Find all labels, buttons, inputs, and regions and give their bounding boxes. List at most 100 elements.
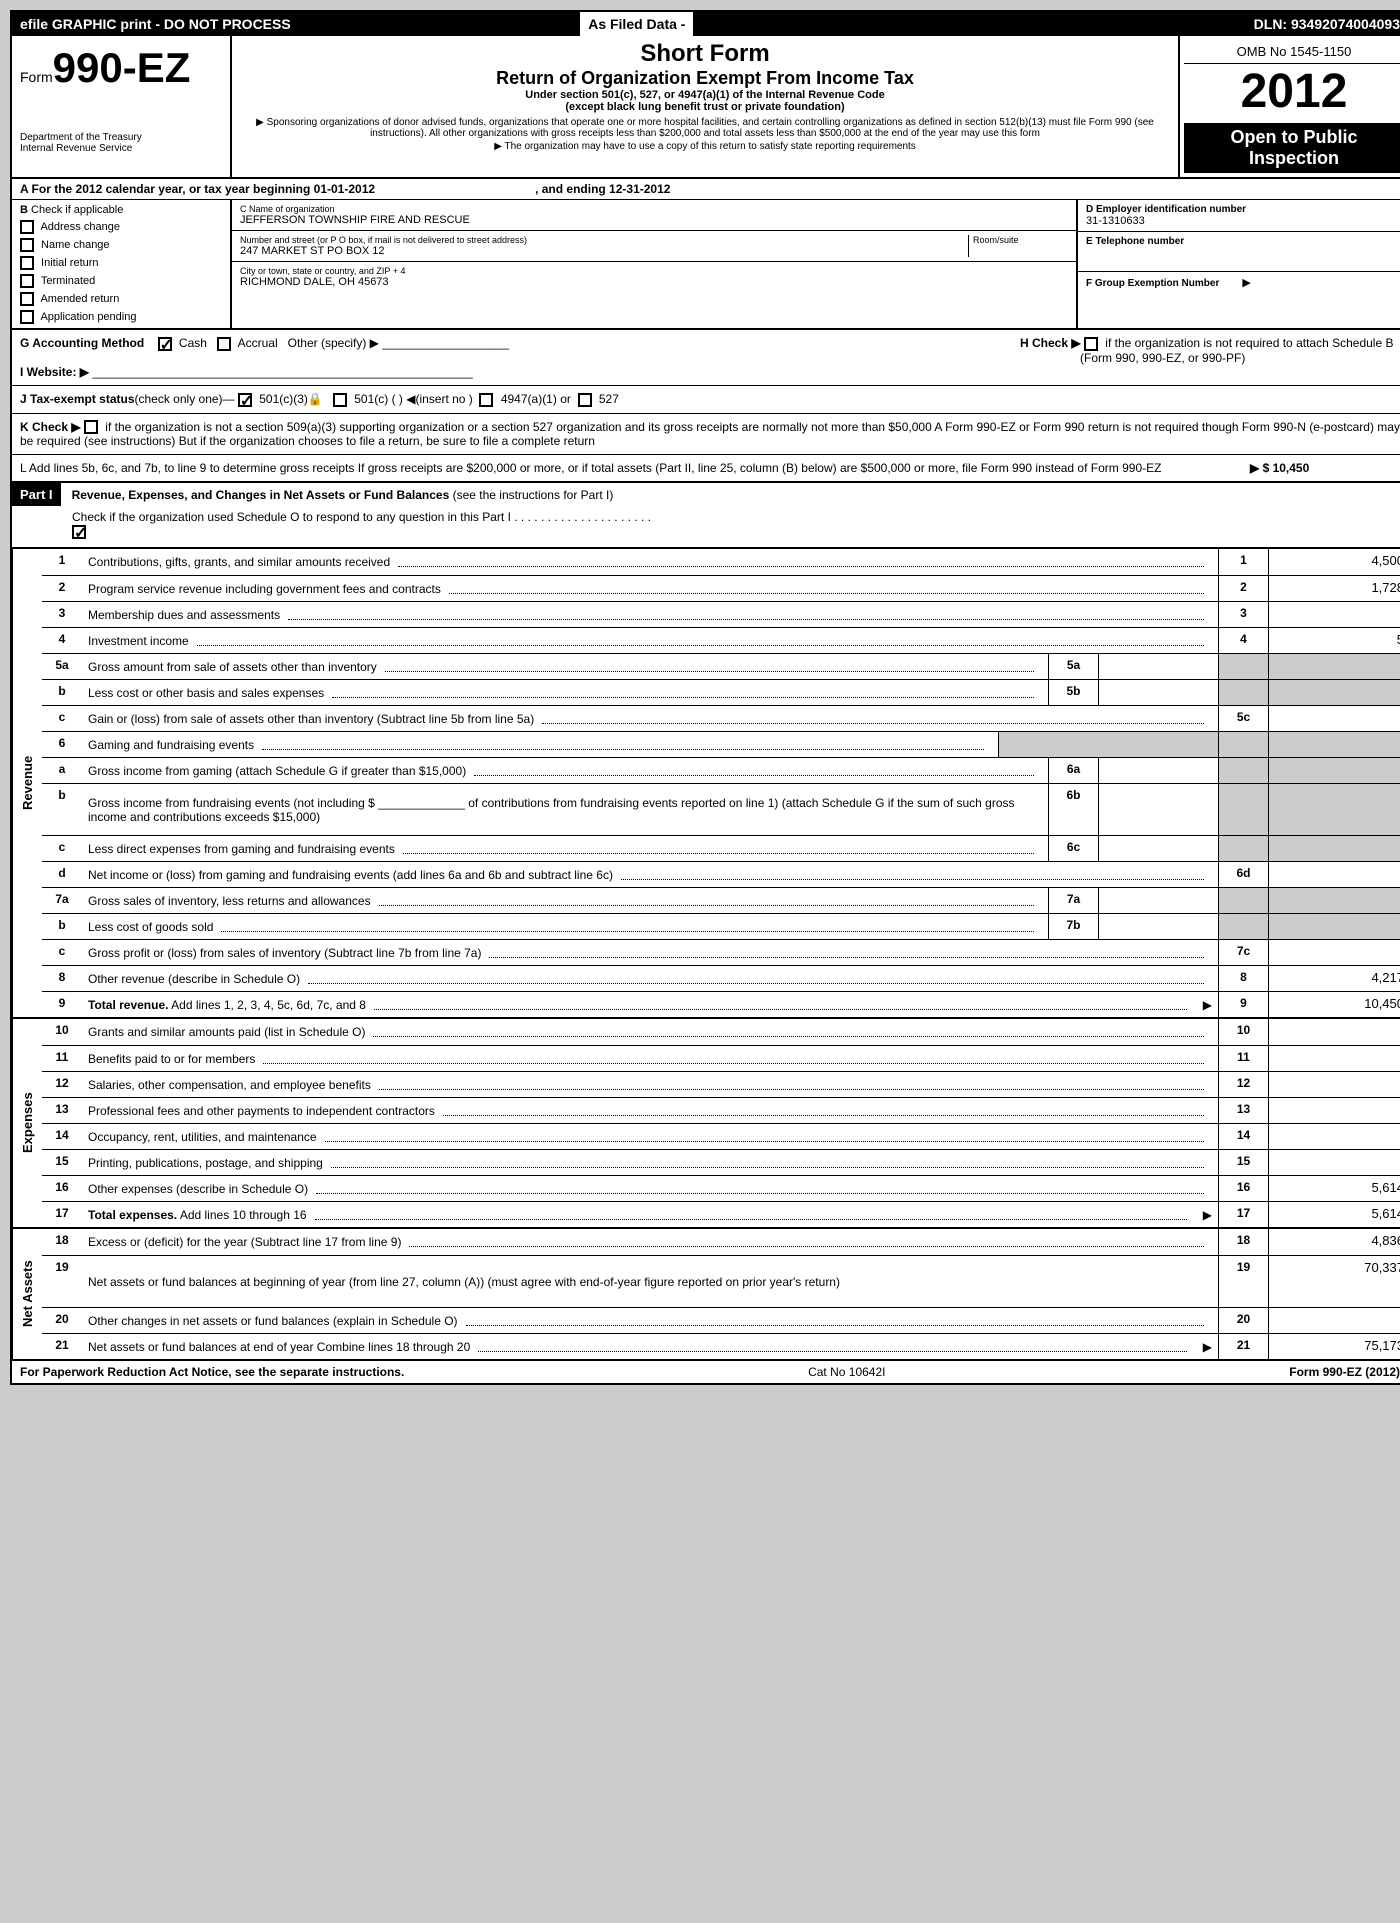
org-name: JEFFERSON TOWNSHIP FIRE AND RESCUE [240,214,1068,226]
form-page: efile GRAPHIC print - DO NOT PROCESS As … [10,10,1400,1385]
line-number: 4 [42,628,82,653]
d-label: D Employer identification number [1086,204,1400,215]
line-box-shaded [1218,784,1268,835]
line-boxnum: 16 [1218,1176,1268,1201]
omb-number: OMB No 1545-1150 [1184,40,1400,64]
j-4947-checkbox[interactable] [479,393,493,407]
line-number: 3 [42,602,82,627]
line-description: Total revenue. Add lines 1, 2, 3, 4, 5c,… [82,992,1218,1017]
dept-treasury: Department of the Treasury [20,132,222,143]
l-text: L Add lines 5b, 6c, and 7b, to line 9 to… [20,461,1250,475]
line-description: Benefits paid to or for members [82,1046,1218,1071]
line-number: 5a [42,654,82,679]
line-subval [1098,680,1218,705]
line-boxnum: 2 [1218,576,1268,601]
b-option-checkbox[interactable] [20,292,34,306]
line-description: Occupancy, rent, utilities, and maintena… [82,1124,1218,1149]
cash-checkbox[interactable] [158,337,172,351]
line-description: Net assets or fund balances at end of ye… [82,1334,1218,1359]
j-opt2: 501(c) ( ) ◀(insert no ) [354,392,473,406]
line-description: Membership dues and assessments [82,602,1218,627]
line-value [1268,1019,1400,1045]
b-option-checkbox[interactable] [20,238,34,252]
line-row: 19Net assets or fund balances at beginni… [42,1255,1400,1307]
line-boxnum: 17 [1218,1202,1268,1227]
line-subnum: 6b [1048,784,1098,835]
line-value: 75,173 [1268,1334,1400,1359]
line-boxnum: 13 [1218,1098,1268,1123]
line-boxnum: 21 [1218,1334,1268,1359]
line-value: 1,728 [1268,576,1400,601]
netassets-label: Net Assets [12,1229,42,1359]
line-row: 6Gaming and fundraising events [42,731,1400,757]
line-description: Less cost of goods sold [82,914,1048,939]
line-row: bLess cost or other basis and sales expe… [42,679,1400,705]
line-number: 16 [42,1176,82,1201]
line-value [1268,1098,1400,1123]
org-address: 247 MARKET ST PO BOX 12 [240,245,968,257]
line-subnum: 5b [1048,680,1098,705]
line-boxnum: 18 [1218,1229,1268,1255]
header-row: Form990-EZ Department of the Treasury In… [12,36,1400,179]
subtitle2: (except black lung benefit trust or priv… [252,101,1158,113]
schedule-o-checkbox[interactable] [72,525,86,539]
line-number: 19 [42,1256,82,1307]
line-val-shaded [1268,914,1400,939]
section-b-label: B [20,204,28,216]
h-text1: if the organization is not required to a… [1105,336,1393,350]
line-description: Grants and similar amounts paid (list in… [82,1019,1218,1045]
j-501c3-checkbox[interactable] [238,393,252,407]
j-opt1: 501(c)(3) [259,392,308,406]
section-b-check: Check if applicable [31,204,123,216]
room-suite-label: Room/suite [968,235,1068,257]
line-row: 8Other revenue (describe in Schedule O)8… [42,965,1400,991]
g-cash: Cash [179,336,207,350]
line-description: Printing, publications, postage, and shi… [82,1150,1218,1175]
line-row: 12Salaries, other compensation, and empl… [42,1071,1400,1097]
footer-mid: Cat No 10642I [404,1365,1289,1379]
line-subval [1098,888,1218,913]
k-checkbox[interactable] [84,420,98,434]
line-boxnum: 19 [1218,1256,1268,1307]
j-label: J Tax-exempt status [20,392,135,406]
line-description: Contributions, gifts, grants, and simila… [82,549,1218,575]
line-subval [1098,758,1218,783]
line-subnum: 5a [1048,654,1098,679]
h-label: H Check ▶ [1020,336,1081,350]
b-option-checkbox[interactable] [20,310,34,324]
b-option-checkbox[interactable] [20,220,34,234]
open-public-1: Open to Public [1188,127,1400,148]
footer: For Paperwork Reduction Act Notice, see … [12,1359,1400,1383]
accrual-checkbox[interactable] [217,337,231,351]
line-number: 1 [42,549,82,575]
section-k: K Check ▶ if the organization is not a s… [12,413,1400,455]
h-checkbox[interactable] [1084,337,1098,351]
expenses-section: Expenses 10Grants and similar amounts pa… [12,1017,1400,1227]
b-option: Amended return [20,292,222,306]
part-1-label: Part I [12,483,61,506]
b-option-checkbox[interactable] [20,274,34,288]
line-value: 5,614 [1268,1202,1400,1227]
line-row: 5aGross amount from sale of assets other… [42,653,1400,679]
j-501c-checkbox[interactable] [333,393,347,407]
b-option: Terminated [20,274,222,288]
subtitle1: Under section 501(c), 527, or 4947(a)(1)… [252,89,1158,101]
line-row: 17Total expenses. Add lines 10 through 1… [42,1201,1400,1227]
f-label: F Group Exemption Number [1086,278,1219,289]
tax-year: 2012 [1184,64,1400,119]
line-subnum: 7a [1048,888,1098,913]
line-box-shaded [1218,888,1268,913]
k-label: K Check ▶ [20,420,81,434]
header-note2: The organization may have to use a copy … [504,141,915,152]
b-option-checkbox[interactable] [20,256,34,270]
expenses-label: Expenses [12,1019,42,1227]
line-number: c [42,836,82,861]
line-boxnum: 1 [1218,549,1268,575]
i-label: I Website: ▶ [20,365,89,379]
line-description: Professional fees and other payments to … [82,1098,1218,1123]
line-description: Gain or (loss) from sale of assets other… [82,706,1218,731]
line-subval [1098,836,1218,861]
j-527-checkbox[interactable] [578,393,592,407]
line-box-shaded [1218,680,1268,705]
section-a-ending: , and ending 12-31-2012 [535,182,670,196]
